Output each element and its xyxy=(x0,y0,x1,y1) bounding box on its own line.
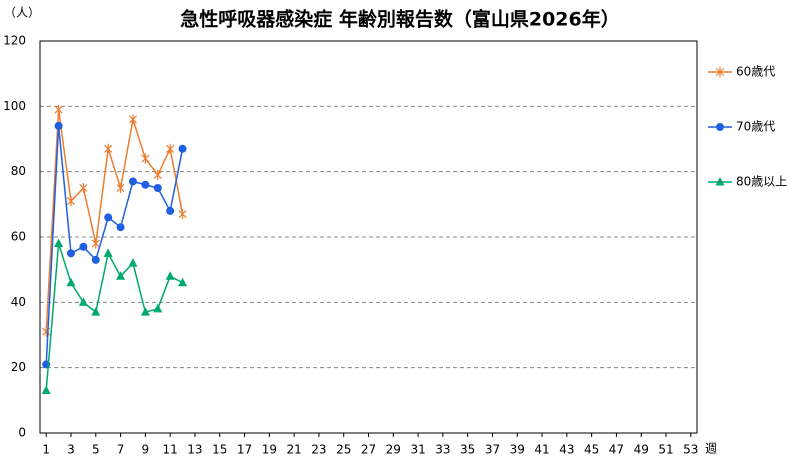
point xyxy=(178,277,188,287)
x-tick-label: 23 xyxy=(311,443,326,457)
legend-marker xyxy=(715,177,725,186)
point xyxy=(54,238,64,248)
legend-label: 60歳代 xyxy=(736,65,775,79)
x-tick-label: 13 xyxy=(187,443,202,457)
x-tick-label: 51 xyxy=(658,443,673,457)
x-tick-label: 1 xyxy=(42,443,50,457)
legend-label: 80歳以上 xyxy=(736,175,787,189)
plot-frame xyxy=(39,40,698,434)
x-tick-label: 43 xyxy=(559,443,574,457)
series-line xyxy=(45,125,184,365)
point xyxy=(166,143,175,154)
x-tick-label: 7 xyxy=(117,443,125,457)
x-tick-label: 49 xyxy=(634,443,649,457)
x-tick-label: 11 xyxy=(163,443,178,457)
point xyxy=(91,307,101,316)
x-tick-label: 3 xyxy=(67,443,75,457)
y-tick-label: 100 xyxy=(3,99,26,113)
x-tick-label: 5 xyxy=(92,443,100,457)
y-tick-label: 40 xyxy=(11,295,26,309)
series-line xyxy=(45,109,184,332)
x-tick-label: 21 xyxy=(286,443,301,457)
point xyxy=(66,249,75,258)
point xyxy=(91,238,100,249)
x-tick-label: 17 xyxy=(237,443,252,457)
point xyxy=(116,223,125,232)
x-tick-label: 15 xyxy=(212,443,227,457)
point xyxy=(141,180,150,189)
x-tick-label: 41 xyxy=(534,443,549,457)
point xyxy=(54,104,63,115)
y-tick-label: 80 xyxy=(11,164,26,178)
point xyxy=(140,307,150,316)
x-tick-label: 45 xyxy=(584,443,599,457)
y-tick-label: 60 xyxy=(11,230,26,244)
y-tick-label: 0 xyxy=(18,426,26,440)
point xyxy=(178,144,187,153)
point xyxy=(104,143,113,154)
x-tick-label: 39 xyxy=(510,443,525,457)
point xyxy=(128,114,137,125)
point xyxy=(103,248,113,257)
chart-title: 急性呼吸器感染症 年齢別報告数（富山県2026年） xyxy=(180,8,620,31)
legend-marker xyxy=(716,123,724,131)
x-tick-label: 27 xyxy=(361,443,376,457)
x-tick-label: 25 xyxy=(336,443,351,457)
point xyxy=(91,255,100,264)
point xyxy=(128,258,138,267)
point xyxy=(153,169,162,180)
x-tick-label: 33 xyxy=(435,443,450,457)
point xyxy=(166,206,175,215)
point xyxy=(116,271,126,280)
point xyxy=(178,209,187,220)
legend-label: 70歳代 xyxy=(736,120,775,134)
x-tick-label: 19 xyxy=(262,443,277,457)
series-line xyxy=(45,243,183,391)
point xyxy=(54,121,63,130)
point xyxy=(165,271,175,280)
point xyxy=(79,242,88,251)
point xyxy=(66,277,76,287)
x-tick-label: 35 xyxy=(460,443,475,457)
point xyxy=(116,183,125,193)
point xyxy=(153,184,162,192)
legend-marker xyxy=(715,67,725,77)
x-axis-label: 週 xyxy=(705,442,717,456)
x-tick-label: 37 xyxy=(485,443,500,457)
y-tick-label: 20 xyxy=(11,360,26,374)
y-axis-label: （人） xyxy=(4,6,40,20)
x-tick-label: 29 xyxy=(386,443,401,457)
point xyxy=(153,303,163,313)
x-tick-label: 31 xyxy=(410,443,425,457)
point xyxy=(128,177,137,186)
x-tick-label: 47 xyxy=(609,443,624,457)
point xyxy=(78,297,88,306)
point xyxy=(41,385,51,395)
point xyxy=(66,196,76,207)
x-tick-label: 53 xyxy=(683,443,698,457)
point xyxy=(104,213,113,222)
y-tick-label: 120 xyxy=(3,34,26,48)
point xyxy=(141,153,150,164)
point xyxy=(79,183,88,193)
x-tick-label: 9 xyxy=(142,443,150,457)
